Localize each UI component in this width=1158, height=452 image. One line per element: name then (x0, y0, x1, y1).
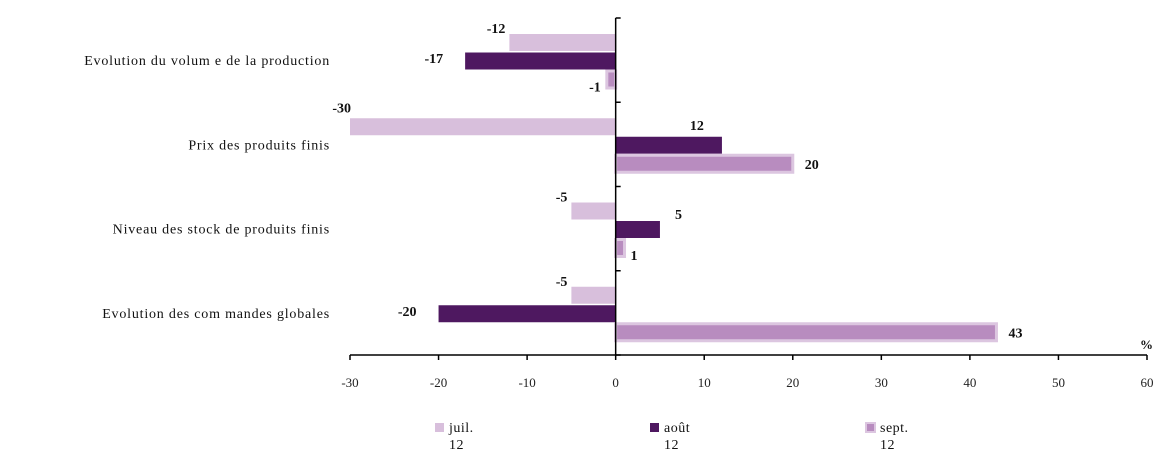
data-label: -5 (556, 191, 568, 206)
data-label: -5 (556, 275, 568, 290)
x-tick-label: -10 (518, 375, 535, 390)
x-tick-label: 0 (612, 375, 619, 390)
legend-label: sept. (880, 421, 909, 436)
bar-aot (615, 221, 660, 238)
bar-juil (350, 118, 616, 136)
bar-sept (614, 153, 795, 174)
x-tick-label: -30 (341, 375, 358, 390)
x-tick-label: 20 (786, 375, 799, 390)
legend-label: août (664, 421, 690, 436)
legend-label-line2: 12 (664, 438, 679, 452)
x-tick-label: 60 (1141, 375, 1154, 390)
x-tick-label: 50 (1052, 375, 1065, 390)
legend-label-line2: 12 (449, 438, 464, 452)
bar-aot (438, 305, 616, 323)
legend-swatch (435, 423, 444, 432)
x-tick-label: 30 (875, 375, 888, 390)
bar-sept (605, 69, 618, 90)
bars (350, 34, 998, 343)
bar-juil (571, 202, 616, 220)
bar-juil (509, 34, 616, 51)
x-tick-label: 40 (963, 375, 976, 390)
category-label: Prix des produits finis (188, 138, 330, 153)
legend-label: juil. (448, 421, 474, 436)
data-label: 1 (631, 249, 638, 264)
category-label: Niveau des stock de produits finis (113, 223, 330, 238)
bar-sept (614, 238, 627, 258)
x-axis-unit: % (1140, 337, 1153, 352)
data-label: -17 (424, 52, 443, 67)
legend-label-line2: 12 (880, 438, 895, 452)
data-label: 5 (675, 208, 682, 223)
data-label: -20 (398, 305, 417, 320)
data-label: 12 (690, 119, 704, 134)
data-label: 43 (1008, 326, 1022, 341)
data-label: -12 (487, 22, 506, 37)
category-label: Evolution du volum e de la production (84, 54, 330, 69)
data-label: -30 (332, 101, 351, 116)
legend-swatch (650, 423, 659, 432)
data-labels: -12 -17 -1 -30 12 20 -5 5 1 -5 -20 43 (332, 22, 1022, 341)
category-label: Evolution des com mandes globales (102, 307, 330, 322)
bar-aot (465, 52, 616, 70)
data-label: 20 (805, 158, 819, 173)
bar-sept (614, 322, 998, 343)
data-label: -1 (589, 81, 601, 96)
bar-juil (571, 286, 616, 304)
x-tick-label: -20 (430, 375, 447, 390)
axes: -30 -20 -10 0 10 20 30 40 50 60% (341, 17, 1154, 390)
legend-swatch (865, 422, 876, 433)
category-labels: Evolution du volum e de la production Pri… (84, 54, 330, 322)
bar-aot (615, 136, 722, 154)
x-tick-label: 10 (698, 375, 711, 390)
legend: juil. 12 août 12 sept. 12 (435, 421, 909, 452)
